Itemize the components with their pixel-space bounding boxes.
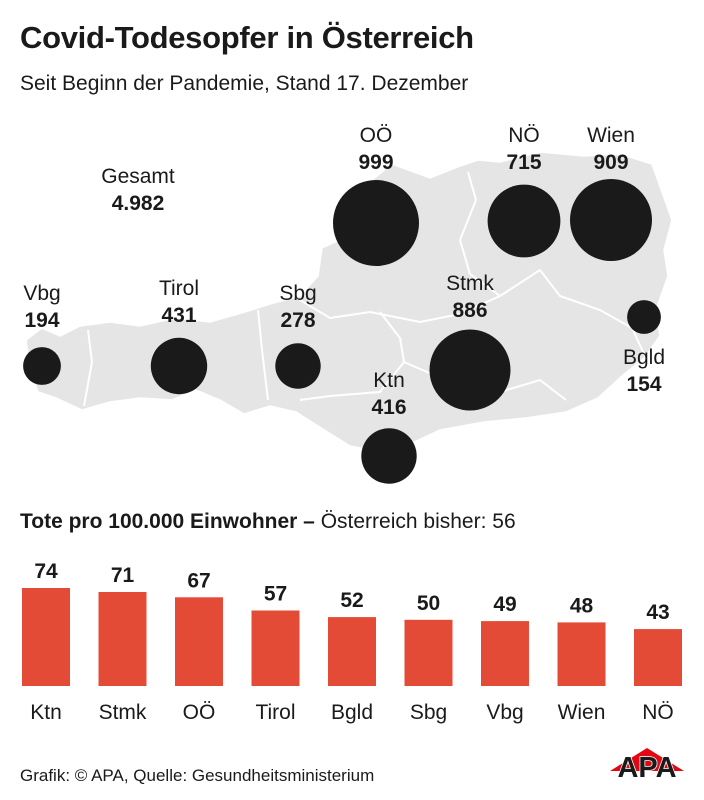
source-footer: Grafik: © APA, Quelle: Gesundheitsminist… [20, 766, 375, 785]
bar-wien [557, 622, 606, 686]
region-value-oö: 999 [358, 151, 393, 174]
bar-value-vbg: 49 [493, 593, 516, 616]
region-label-ktn: Ktn [373, 369, 405, 392]
bar-category-sbg: Sbg [410, 701, 447, 724]
bar-category-oö: OÖ [183, 701, 216, 724]
region-label-bgld: Bgld [623, 346, 665, 369]
region-label-stmk: Stmk [446, 272, 494, 295]
region-value-vbg: 194 [24, 309, 59, 332]
region-value-tirol: 431 [161, 304, 196, 327]
bar-category-tirol: Tirol [255, 701, 295, 724]
bubble-stmk [429, 329, 511, 411]
bubble-layer: Vbg 194 Tirol 431 Sbg 278 OÖ 999 NÖ 715 Wien 909 Stm… [23, 124, 665, 484]
bar-chart-heading-bold: Tote pro 100.000 Einwohner – [20, 510, 315, 533]
region-label-sbg: Sbg [279, 282, 316, 305]
svg-text:APA: APA [617, 752, 676, 784]
bar-category-vbg: Vbg [486, 701, 523, 724]
bubble-nö [487, 184, 561, 258]
bar-sbg [404, 619, 453, 686]
bar-value-stmk: 71 [111, 564, 135, 587]
total-value: 4.982 [112, 192, 165, 215]
bar-chart-heading-rest: Österreich bisher: 56 [314, 510, 516, 533]
region-value-wien: 909 [593, 151, 628, 174]
bar-category-wien: Wien [558, 701, 606, 724]
bar-value-sbg: 50 [417, 592, 440, 615]
bar-oö [175, 597, 223, 686]
region-label-wien: Wien [587, 124, 635, 147]
bubble-sbg [275, 343, 321, 389]
bar-tirol [251, 610, 300, 686]
bar-category-bgld: Bgld [331, 701, 373, 724]
bar-value-wien: 48 [570, 594, 594, 617]
bar-ktn [22, 588, 70, 686]
bar-value-nö: 43 [646, 601, 669, 624]
bubble-vbg [23, 347, 61, 385]
bubble-tirol [150, 337, 208, 395]
bar-chart: 74 Ktn 71 Stmk 67 OÖ 57 Tirol 52 Bgld 50 Sbg 49 Vbg 48… [22, 560, 682, 724]
region-label-tirol: Tirol [159, 277, 199, 300]
bar-value-tirol: 57 [264, 583, 287, 606]
chart-title: Covid-Todesopfer in Österreich [20, 20, 474, 55]
region-value-nö: 715 [506, 151, 541, 174]
bar-bgld [328, 617, 376, 686]
bar-value-oö: 67 [187, 569, 210, 592]
bar-stmk [98, 592, 147, 686]
region-label-oö: OÖ [360, 124, 393, 147]
bar-category-nö: NÖ [642, 701, 674, 724]
bar-category-ktn: Ktn [30, 701, 62, 724]
bar-value-bgld: 52 [340, 589, 363, 612]
region-label-nö: NÖ [508, 124, 540, 147]
region-label-vbg: Vbg [23, 282, 60, 305]
bubble-ktn [361, 428, 417, 484]
total-label: Gesamt [101, 165, 175, 188]
bar-nö [634, 629, 682, 686]
bubble-bgld [627, 300, 661, 334]
region-value-ktn: 416 [371, 396, 406, 419]
region-value-sbg: 278 [280, 309, 315, 332]
bubble-oö [333, 180, 419, 266]
bar-value-ktn: 74 [34, 560, 58, 583]
apa-logo: APA [610, 748, 684, 785]
region-value-stmk: 886 [452, 299, 487, 322]
chart-subtitle: Seit Beginn der Pandemie, Stand 17. Deze… [20, 72, 469, 95]
bar-chart-heading: Tote pro 100.000 Einwohner – Österreich … [20, 510, 516, 534]
region-value-bgld: 154 [626, 373, 661, 396]
austria-bubble-map: Vbg 194 Tirol 431 Sbg 278 OÖ 999 NÖ 715 Wien 909 Stm… [23, 124, 673, 484]
bar-category-stmk: Stmk [99, 701, 147, 724]
bubble-wien [570, 179, 652, 261]
bar-vbg [481, 621, 529, 686]
